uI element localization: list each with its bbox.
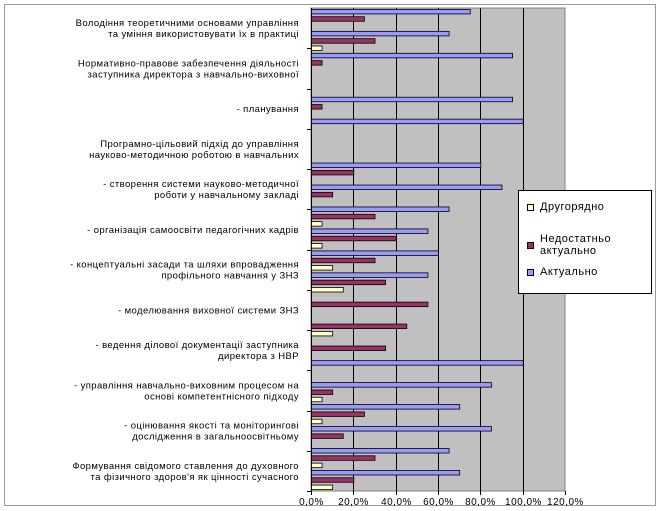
bar-4	[311, 462, 323, 469]
x-tick-label: 120,0%	[547, 497, 584, 508]
legend-item-insufficient: Недостатньо актуально	[527, 233, 611, 257]
category-label-4-line-1: - ведення ділової документації заступник…	[95, 340, 299, 351]
category-label-9-line-2: науково-методичною роботою в навчальних	[89, 150, 299, 161]
bar-51	[311, 118, 524, 125]
bar-34	[311, 243, 323, 249]
bar-42	[311, 184, 503, 190]
legend-swatch-insufficient	[527, 241, 534, 249]
category-label-7-line-1: - організація самоосвіти педагогічних ка…	[87, 225, 299, 236]
category-label-6-line-1: - концептуальні засади та шляхи впровадж…	[70, 260, 299, 271]
bar-39	[311, 206, 450, 212]
bar-5	[311, 455, 376, 461]
bar-18	[311, 360, 524, 366]
bar-62	[311, 38, 376, 44]
category-label-8-line-1: - створення системи науково-методичної	[103, 179, 299, 190]
bar-1	[311, 484, 334, 491]
bar-12	[311, 404, 461, 410]
legend-label-insufficient: Недостатньо актуально	[540, 233, 611, 257]
legend-label-relevant: Актуально	[540, 266, 598, 278]
bar-14	[311, 389, 334, 395]
category-label-2-line-2: дослідження в загальноосвітньому	[132, 432, 299, 443]
bar-30	[311, 272, 429, 278]
bar-23	[311, 323, 408, 330]
x-tick-label: 0,0%	[299, 497, 324, 508]
bar-2	[311, 477, 355, 483]
category-label-9-line-1: Програмно-цільовий підхід до управління	[100, 139, 299, 150]
bar-3	[311, 470, 461, 476]
category-label-12-line-2: та уміння використовувати їх в практиці	[108, 29, 299, 40]
bar-22	[311, 330, 334, 337]
bar-66	[311, 8, 471, 15]
bar-54	[311, 96, 513, 103]
category-label-11-line-1: Нормативно-правове забезпечення діяльнос…	[78, 58, 299, 69]
x-tick-label: 20,0%	[338, 497, 369, 508]
x-tick-label: 100,0%	[505, 497, 542, 508]
bar-38	[311, 213, 376, 220]
bar-9	[311, 426, 492, 432]
bar-59	[311, 60, 323, 66]
category-label-11-line-2: заступника директора з навчально-виховно…	[88, 69, 299, 80]
legend-label-insufficient-line1: Недостатньо	[540, 233, 612, 245]
bar-65	[311, 16, 365, 22]
bar-45	[311, 162, 482, 169]
legend: Другорядно Недостатньо актуально Актуаль…	[518, 190, 652, 294]
bar-10	[311, 418, 323, 425]
bar-29	[311, 279, 386, 286]
bar-28	[311, 287, 344, 293]
bar-15	[311, 382, 492, 388]
x-tick-label: 40,0%	[381, 497, 412, 508]
category-label-10-line-1: - планування	[237, 104, 299, 115]
bar-20	[311, 345, 386, 351]
legend-label-secondary: Другорядно	[540, 201, 605, 213]
legend-item-secondary: Другорядно	[527, 201, 604, 213]
category-label-5-line-1: - моделювання виховної системи ЗНЗ	[118, 305, 299, 316]
bar-37	[311, 221, 323, 227]
bar-31	[311, 265, 334, 271]
category-label-3-line-2: основі компетентнісного підходу	[144, 391, 299, 402]
category-label-6-line-2: профільного навчання у ЗНЗ	[161, 271, 299, 282]
bar-53	[311, 104, 323, 110]
legend-swatch-secondary	[527, 203, 534, 211]
category-label-4-line-2: директора з НВР	[218, 351, 299, 362]
legend-label-insufficient-line2: актуально	[540, 245, 597, 257]
legend-swatch-relevant	[527, 268, 534, 276]
chart-border	[4, 4, 656, 506]
bar-60	[311, 52, 513, 59]
x-tick-label: 60,0%	[423, 497, 454, 508]
category-label-8-line-2: роботи у навчальному закладі	[154, 190, 299, 201]
category-label-3-line-1: - управління навчально-виховним процесом…	[74, 380, 299, 391]
category-label-1-line-2: та фізичного здоров'я як цінності сучасн…	[91, 472, 299, 483]
bar-36	[311, 228, 429, 234]
bar-33	[311, 250, 439, 256]
category-label-12-line-1: Володіння теоретичними основами управлін…	[76, 18, 299, 29]
bar-63	[311, 30, 450, 37]
bar-44	[311, 169, 355, 176]
x-tick-label: 80,0%	[465, 497, 496, 508]
bar-35	[311, 235, 397, 242]
bar-61	[311, 45, 323, 51]
bar-11	[311, 411, 365, 417]
bar-8	[311, 433, 344, 439]
category-label-2-line-1: - оцінювання якості та моніторингові	[124, 421, 299, 432]
bar-26	[311, 301, 429, 308]
bar-41	[311, 191, 334, 198]
bar-13	[311, 396, 323, 403]
legend-item-relevant: Актуально	[527, 266, 598, 278]
bar-32	[311, 257, 376, 264]
category-label-1-line-1: Формування свідомого ставлення до духовн…	[72, 461, 299, 472]
bar-6	[311, 448, 450, 454]
